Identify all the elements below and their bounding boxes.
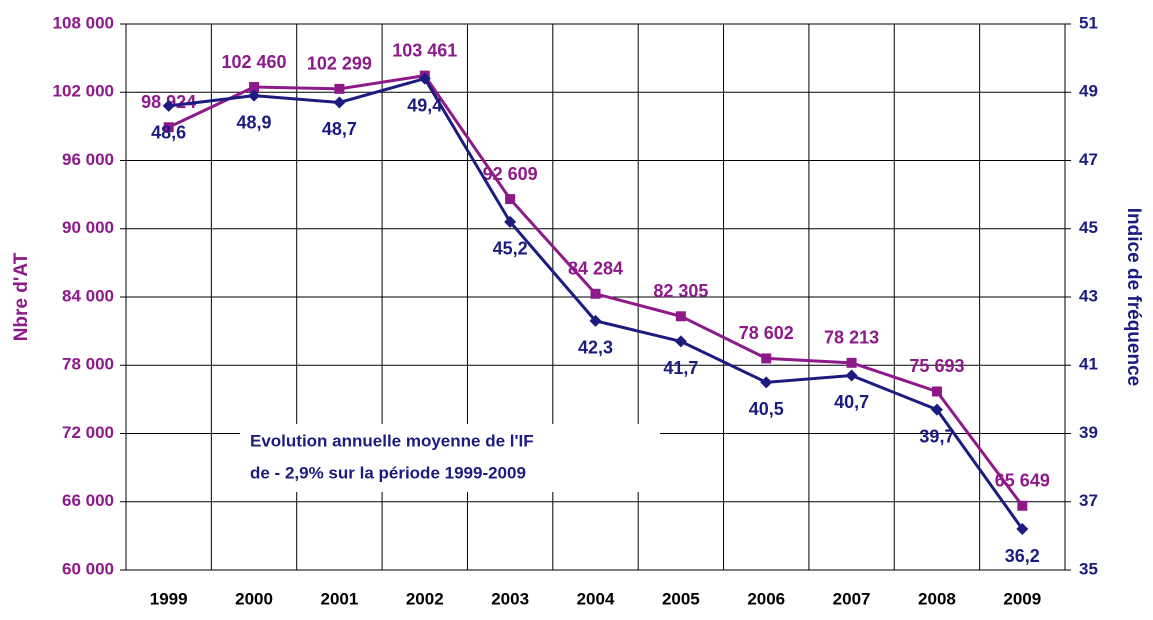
point [249, 82, 260, 93]
x-tick-label: 2004 [577, 589, 615, 608]
y2-tick-label: 45 [1079, 218, 1098, 237]
point [333, 96, 346, 109]
y-axis-title: Nbre d'AT [11, 252, 32, 341]
point [675, 311, 686, 322]
point [505, 194, 516, 205]
x-tick-label: 2005 [662, 589, 700, 608]
point [589, 314, 602, 327]
data-label: 84 284 [568, 259, 623, 279]
y2-tick-label: 37 [1079, 491, 1098, 510]
x-tick-label: 2006 [747, 589, 785, 608]
data-label: 40,5 [749, 399, 784, 419]
x-tick-label: 1999 [150, 589, 188, 608]
data-label: 102 299 [307, 54, 372, 74]
x-tick-label: 2003 [491, 589, 529, 608]
data-label: 82 305 [653, 281, 708, 301]
point [504, 215, 517, 228]
point [760, 376, 773, 389]
point [931, 386, 942, 397]
point [846, 357, 857, 368]
y2-tick-label: 51 [1079, 13, 1098, 32]
point [248, 89, 261, 102]
point [334, 83, 345, 94]
data-label: 40,7 [834, 392, 869, 412]
point [163, 122, 174, 133]
y-tick-label: 90 000 [62, 218, 114, 237]
y-tick-label: 60 000 [62, 559, 114, 578]
y2-axis-title: Indice de fréquence [1123, 208, 1144, 386]
point [162, 99, 175, 112]
y-tick-label: 102 000 [53, 82, 114, 101]
y-tick-label: 78 000 [62, 355, 114, 374]
annotation: Evolution annuelle moyenne de l'IF [250, 431, 534, 450]
data-label: 49,4 [407, 95, 442, 115]
plot-frame [125, 23, 1066, 571]
data-label: 78 213 [824, 328, 879, 348]
data-label: 48,9 [237, 112, 272, 132]
x-tick-label: 2001 [320, 589, 358, 608]
data-label: 41,7 [663, 358, 698, 378]
data-label: 75 693 [909, 356, 964, 376]
y2-tick-label: 49 [1079, 82, 1098, 101]
y2-tick-label: 47 [1079, 150, 1098, 169]
x-tick-label: 2002 [406, 589, 444, 608]
y2-tick-label: 35 [1079, 559, 1098, 578]
data-label: 39,7 [919, 426, 954, 446]
point [590, 288, 601, 299]
data-label: 103 461 [392, 40, 457, 60]
annotation-box [240, 424, 660, 492]
data-label: 48,6 [151, 123, 186, 143]
x-tick-label: 2000 [235, 589, 273, 608]
y2-tick-label: 43 [1079, 286, 1098, 305]
x-tick-label: 2008 [918, 589, 956, 608]
point [845, 369, 858, 382]
point [930, 403, 943, 416]
y2-tick-label: 39 [1079, 423, 1098, 442]
y2-tick-label: 41 [1079, 355, 1098, 374]
annotation: de - 2,9% sur la période 1999-2009 [250, 463, 526, 482]
point [1016, 523, 1029, 536]
x-tick-label: 2009 [1003, 589, 1041, 608]
y-tick-label: 66 000 [62, 491, 114, 510]
point [761, 353, 772, 364]
y-tick-label: 108 000 [53, 13, 114, 32]
data-label: 42,3 [578, 338, 613, 358]
point [1017, 500, 1028, 511]
y-tick-label: 96 000 [62, 150, 114, 169]
data-label: 36,2 [1005, 546, 1040, 566]
data-label: 48,7 [322, 119, 357, 139]
data-label: 92 609 [483, 164, 538, 184]
data-label: 102 460 [222, 52, 287, 72]
data-label: 45,2 [493, 239, 528, 259]
data-label: 65 649 [995, 470, 1050, 490]
data-label: 78 602 [739, 323, 794, 343]
point [674, 335, 687, 348]
x-tick-label: 2007 [833, 589, 871, 608]
y-tick-label: 72 000 [62, 423, 114, 442]
point [418, 72, 431, 85]
y-tick-label: 84 000 [62, 286, 114, 305]
